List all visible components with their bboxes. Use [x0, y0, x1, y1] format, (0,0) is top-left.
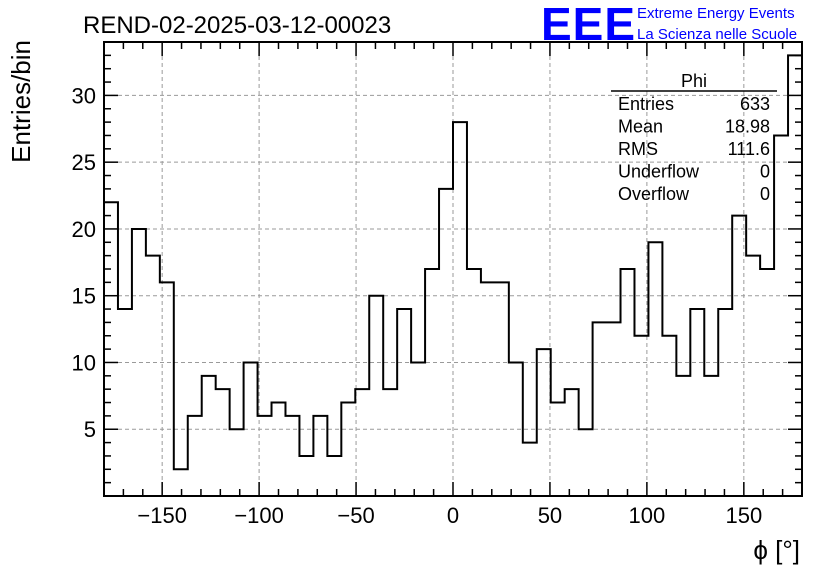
histogram-bin: [258, 416, 272, 496]
histogram-bin: [397, 309, 411, 496]
histogram-bin: [118, 309, 132, 496]
logo-line-1: Extreme Energy Events: [637, 5, 795, 22]
histogram-bin: [411, 362, 425, 496]
histogram-bin: [383, 389, 397, 496]
histogram-bin: [341, 403, 355, 496]
stats-label: Underflow: [618, 162, 700, 182]
x-axis-title: ϕ [°]: [753, 535, 800, 565]
histogram-bin: [272, 403, 286, 496]
histogram-bin: [104, 202, 118, 496]
histogram-bin: [565, 389, 579, 496]
stats-value: 18.98: [725, 117, 770, 137]
histogram-bin: [732, 216, 746, 496]
stats-label: Overflow: [618, 184, 690, 204]
histogram-bin: [662, 336, 676, 496]
logo-mark: EEE: [541, 0, 636, 50]
y-tick-label: 5: [84, 417, 96, 442]
axis-ticks: [104, 42, 802, 496]
histogram-bin: [202, 376, 216, 496]
logo-line-2: La Scienza nelle Scuole: [637, 26, 797, 43]
stats-label: RMS: [618, 139, 658, 159]
histogram-bin: [551, 403, 565, 496]
histogram-bin: [439, 189, 453, 496]
x-tick-label: 50: [538, 503, 562, 528]
histogram-bin: [132, 229, 146, 496]
x-tick-label: −150: [137, 503, 187, 528]
stats-label: Mean: [618, 117, 663, 137]
y-axis-title: Entries/bin: [6, 40, 36, 163]
stats-value: 0: [760, 184, 770, 204]
histogram-bin: [593, 322, 607, 496]
x-tick-label: −100: [234, 503, 284, 528]
histogram-bin: [174, 469, 188, 496]
histogram-bin: [327, 456, 341, 496]
stats-title: Phi: [681, 71, 707, 91]
histogram-outline: [103, 54, 803, 496]
histogram-bin: [648, 242, 662, 496]
y-tick-label: 10: [72, 350, 96, 375]
histogram-bin: [634, 336, 648, 496]
histogram-bin: [704, 376, 718, 496]
histogram-bin: [230, 429, 244, 496]
x-tick-label: 100: [629, 503, 666, 528]
histogram-bin: [188, 416, 202, 496]
histogram-bin: [453, 122, 467, 496]
histogram-bin: [495, 282, 509, 496]
histogram-bin: [523, 443, 537, 496]
histogram-bin: [146, 256, 160, 496]
histogram-bin: [216, 389, 230, 496]
histogram-bin: [621, 269, 635, 496]
y-tick-label: 15: [72, 284, 96, 309]
histogram-bin: [746, 256, 760, 496]
histogram-bin: [299, 456, 313, 496]
histogram-bin: [579, 429, 593, 496]
stats-label: Entries: [618, 94, 674, 114]
histogram-bin: [467, 269, 481, 496]
histogram-bin: [676, 376, 690, 496]
x-tick-labels: −150 −100 −50 0 50 100 150: [137, 503, 762, 528]
histogram-bin: [313, 416, 327, 496]
eee-logo: EEE Extreme Energy Events La Scienza nel…: [541, 0, 797, 50]
y-tick-label: 25: [72, 150, 96, 175]
histogram-bin: [607, 322, 621, 496]
histogram-bin: [244, 362, 258, 496]
histogram-bin: [369, 296, 383, 496]
x-tick-label: 150: [725, 503, 762, 528]
plot-frame: [103, 41, 803, 497]
histogram-bin: [760, 269, 774, 496]
chart-title: REND-02-2025-03-12-00023: [83, 12, 391, 39]
histogram-bin: [285, 416, 299, 496]
x-tick-label: 0: [447, 503, 459, 528]
histogram-bin: [160, 282, 174, 496]
x-tick-label: −50: [337, 503, 374, 528]
histogram-bin: [355, 389, 369, 496]
grid-lines: [104, 42, 802, 496]
histogram-bin: [537, 349, 551, 496]
y-tick-label: 20: [72, 217, 96, 242]
stats-value: 111.6: [728, 139, 770, 159]
stats-box: Phi Entries 633 Mean 18.98 RMS 111.6 Underflow…: [611, 71, 777, 204]
y-tick-labels: 5 10 15 20 25 30: [72, 83, 96, 442]
histogram-bin: [774, 135, 788, 496]
histogram-bin: [425, 269, 439, 496]
stats-value: 633: [740, 94, 770, 114]
histogram-bin: [718, 309, 732, 496]
y-tick-label: 30: [72, 83, 96, 108]
histogram-bin: [690, 309, 704, 496]
stats-value: 0: [760, 162, 770, 182]
histogram-bin: [481, 282, 495, 496]
histogram-bin: [509, 362, 523, 496]
histogram-bin: [788, 55, 802, 496]
